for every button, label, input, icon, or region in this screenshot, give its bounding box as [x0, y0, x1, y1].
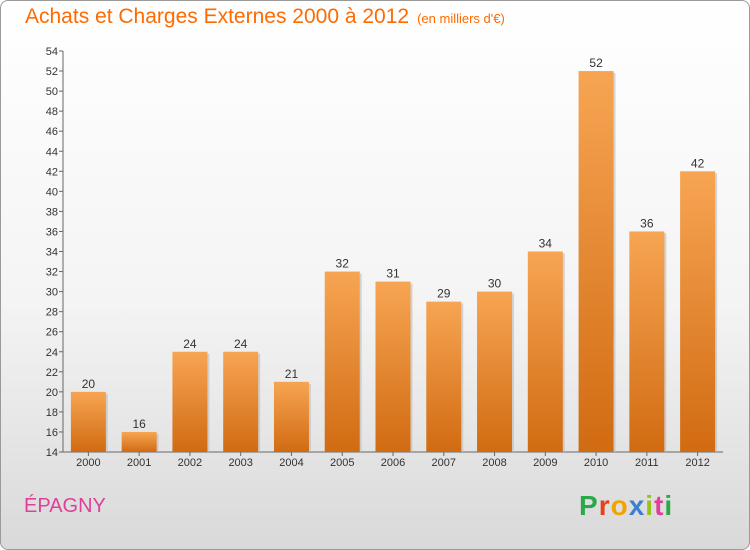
bar-value-label: 36 [640, 216, 654, 230]
y-tick-label: 42 [46, 166, 58, 178]
x-tick-label: 2010 [584, 457, 608, 469]
y-tick-label: 26 [46, 327, 58, 339]
proxiti-logo: Proxiti [579, 490, 673, 522]
bar [172, 351, 208, 452]
y-tick-label: 34 [46, 247, 58, 259]
x-tick-label: 2009 [533, 457, 557, 469]
y-tick-label: 20 [46, 387, 58, 399]
x-tick-label: 2007 [432, 457, 456, 469]
x-tick-label: 2004 [279, 457, 303, 469]
y-tick-label: 50 [46, 86, 58, 98]
bar [223, 351, 259, 452]
bar-value-label: 20 [82, 377, 96, 391]
y-tick-label: 28 [46, 307, 58, 319]
bar-value-label: 52 [589, 56, 603, 70]
bar-value-label: 34 [539, 237, 553, 251]
x-tick-label: 2002 [178, 457, 202, 469]
bar [680, 171, 716, 453]
x-tick-label: 2001 [127, 457, 151, 469]
bar-value-label: 21 [285, 367, 299, 381]
x-tick-label: 2000 [76, 457, 100, 469]
x-tick-label: 2003 [228, 457, 252, 469]
logo-letter: i [664, 490, 674, 521]
y-tick-label: 22 [46, 367, 58, 379]
bar [324, 271, 360, 452]
bar [121, 431, 157, 452]
y-tick-label: 14 [46, 447, 58, 459]
bar-value-label: 24 [183, 337, 197, 351]
x-tick-label: 2005 [330, 457, 354, 469]
y-tick-label: 48 [46, 106, 58, 118]
logo-letter: o [610, 490, 629, 521]
y-tick-label: 38 [46, 206, 58, 218]
y-tick-label: 32 [46, 267, 58, 279]
bar-value-label: 16 [132, 417, 146, 431]
y-tick-label: 46 [46, 126, 58, 138]
logo-letter: r [598, 490, 611, 521]
bar [273, 381, 309, 452]
x-tick-label: 2011 [635, 457, 659, 469]
chart-title-text: Achats et Charges Externes 2000 à 2012 [25, 5, 410, 28]
y-tick-label: 24 [46, 347, 58, 359]
y-tick-label: 16 [46, 427, 58, 439]
bar [527, 251, 563, 452]
y-tick-label: 30 [46, 287, 58, 299]
chart-title: Achats et Charges Externes 2000 à 2012 (e… [25, 5, 505, 29]
bar-value-label: 30 [488, 277, 502, 291]
x-tick-label: 2012 [685, 457, 709, 469]
logo-letter: i [645, 490, 655, 521]
bar [426, 301, 462, 452]
bar [629, 231, 665, 452]
logo-letter: t [654, 490, 665, 521]
bar [70, 391, 106, 452]
bar-value-label: 29 [437, 287, 451, 301]
y-tick-label: 40 [46, 186, 58, 198]
bar-value-label: 32 [336, 257, 350, 271]
y-tick-label: 44 [46, 146, 58, 158]
y-tick-label: 36 [46, 226, 58, 238]
commune-name: ÉPAGNY [24, 495, 106, 517]
bar-value-label: 42 [691, 156, 705, 170]
y-tick-label: 52 [46, 66, 58, 78]
bar [578, 71, 614, 453]
chart-unit: (en milliers d'€) [417, 11, 505, 26]
x-tick-label: 2006 [381, 457, 405, 469]
y-tick-label: 54 [46, 46, 58, 58]
bar-value-label: 31 [386, 267, 400, 281]
logo-letter: x [628, 490, 646, 521]
logo-letter: P [579, 490, 599, 521]
x-tick-label: 2008 [482, 457, 506, 469]
bar-value-label: 24 [234, 337, 248, 351]
y-tick-label: 18 [46, 407, 58, 419]
bar [375, 281, 411, 452]
bar [477, 291, 513, 452]
